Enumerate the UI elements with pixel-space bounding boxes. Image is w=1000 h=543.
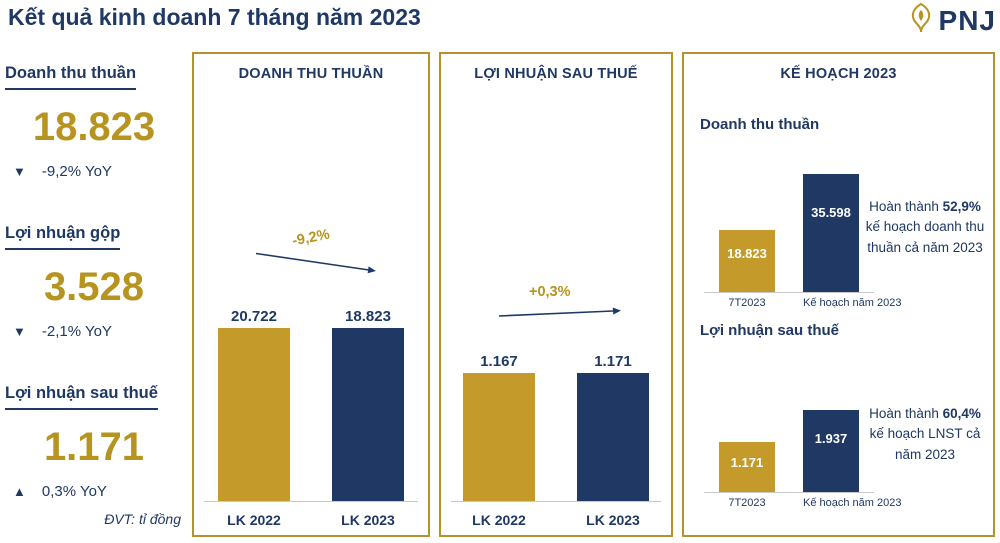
kpi-delta-text: -9,2% YoY [41,163,112,180]
category-labels: LK 2022 LK 2023 [194,512,428,528]
bar-lk2023 [332,328,404,502]
bar-value-label: 20.722 [231,308,277,325]
category-labels: 7T2023 Kế hoạch năm 2023 [704,297,902,309]
triangle-down-icon: ▼ [13,324,26,339]
panel-net-revenue-chart: DOANH THU THUẦN -9,2% 20.722 18.823 [192,52,430,537]
category-labels: 7T2023 Kế hoạch năm 2023 [704,497,902,509]
bar-lk2022 [463,373,535,502]
plan-revenue-note: Hoàn thành 52,9% kế hoạch doanh thu thuầ… [863,197,987,258]
kpi-delta-text: 0,3% YoY [41,483,107,500]
panel-title: KẾ HOẠCH 2023 [780,66,897,82]
bar-chart: 20.722 18.823 [194,308,428,502]
kpi-delta: ▼ -9,2% YoY [5,163,183,180]
axis-line [204,501,418,502]
pnj-phoenix-icon [906,2,936,39]
category-label: LK 2023 [586,512,640,528]
panel-title: DOANH THU THUẦN [238,66,384,82]
panel-plan-2023: KẾ HOẠCH 2023 Doanh thu thuần 18.823 35.… [682,52,995,537]
kpi-value: 18.823 [32,105,156,149]
bar-value-label: 35.598 [811,204,851,220]
annotation-label: -9,2% [290,226,332,250]
bar-column-7t2023: 1.171 [719,410,775,492]
axis-line [704,492,874,493]
panel-title: LỢI NHUẬN SAU THUẾ [474,66,638,82]
unit-note: ĐVT: tỉ đồng [104,511,181,527]
category-label: LK 2023 [341,512,395,528]
category-label: 7T2023 [728,497,766,509]
kpi-sidebar: Doanh thu thuần 18.823 ▼ -9,2% YoY Lợi n… [5,52,183,537]
bar-value-label: 18.823 [345,308,391,325]
trend-arrow-down-icon [254,250,384,283]
bar-value-label: 1.937 [814,431,848,447]
panel-net-profit-chart: LỢI NHUẬN SAU THUẾ +0,3% 1.167 1.171 [439,52,673,537]
bar-7t2023: 18.823 [719,229,775,292]
bar-column-plan: 35.598 [803,174,859,292]
bar-value-label: 1.171 [594,353,632,370]
kpi-value: 1.171 [43,425,145,469]
bar-column-lk2023: 18.823 [332,308,404,502]
note-text: kế hoạch doanh thu thuần cả năm 2023 [865,219,985,255]
kpi-net-revenue: Doanh thu thuần 18.823 ▼ -9,2% YoY [5,64,183,180]
kpi-delta-text: -2,1% YoY [41,323,112,340]
triangle-down-icon: ▼ [13,164,26,179]
bar-column-lk2023: 1.171 [577,353,649,502]
kpi-label: Lợi nhuận gộp [5,224,121,250]
category-label: Kế hoạch năm 2023 [803,497,902,509]
bar-lk2023 [577,373,649,502]
bar-plan: 35.598 [803,174,859,292]
plan-revenue-heading: Doanh thu thuần [700,116,820,133]
bar-column-lk2022: 20.722 [218,308,290,502]
axis-line [451,501,661,502]
bar-7t2023: 1.171 [719,442,775,492]
bar-column-plan: 1.937 [803,410,859,492]
bar-chart: 1.167 1.171 [441,353,671,502]
kpi-delta: ▲ 0,3% YoY [5,483,183,500]
page-title: Kết quả kinh doanh 7 tháng năm 2023 [8,4,421,30]
plan-profit-note: Hoàn thành 60,4% kế hoạch LNST cả năm 20… [863,404,987,465]
triangle-up-icon: ▲ [13,484,26,499]
kpi-label: Lợi nhuận sau thuế [5,384,158,410]
category-label: Kế hoạch năm 2023 [803,297,902,309]
annotation-label: +0,3% [529,284,571,300]
bar-plan: 1.937 [803,410,859,492]
bar-column-7t2023: 18.823 [719,174,775,292]
category-labels: LK 2022 LK 2023 [441,512,671,528]
note-percent: 52,9% [942,199,981,214]
kpi-gross-profit: Lợi nhuận gộp 3.528 ▼ -2,1% YoY [5,224,183,340]
kpi-delta: ▼ -2,1% YoY [5,323,183,340]
category-label: LK 2022 [472,512,526,528]
bar-column-lk2022: 1.167 [463,353,535,502]
note-text: kế hoạch LNST cả năm 2023 [869,426,981,462]
kpi-label: Doanh thu thuần [5,64,137,90]
plan-revenue-chart: 18.823 35.598 [704,174,874,292]
note-text: Hoàn thành [869,406,943,421]
category-label: LK 2022 [227,512,281,528]
bar-lk2022 [218,328,290,502]
kpi-value: 3.528 [43,265,145,309]
bar-value-label: 1.171 [730,455,764,471]
bar-value-label: 1.167 [480,353,518,370]
kpi-net-profit: Lợi nhuận sau thuế 1.171 ▲ 0,3% YoY [5,384,183,500]
axis-line [704,292,874,293]
plan-profit-heading: Lợi nhuận sau thuế [700,322,839,339]
category-label: 7T2023 [728,297,766,309]
note-percent: 60,4% [942,406,981,421]
note-text: Hoàn thành [869,199,943,214]
content-area: Doanh thu thuần 18.823 ▼ -9,2% YoY Lợi n… [5,52,995,537]
pnj-logo-text: PNJ [938,4,996,36]
pnj-logo: PNJ [906,2,996,39]
trend-arrow-right-icon [497,306,627,325]
bar-value-label: 18.823 [727,245,767,261]
plan-profit-chart: 1.171 1.937 [704,410,874,492]
